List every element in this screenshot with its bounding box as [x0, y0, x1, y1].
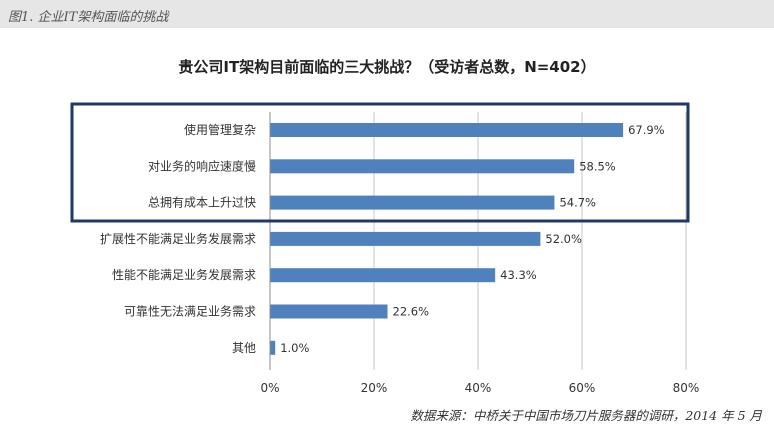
data-label: 43.3%: [500, 268, 537, 282]
bar: [270, 340, 276, 355]
top-three-highlight-box: [70, 102, 690, 223]
bar: [270, 123, 624, 137]
labels: 使用管理复杂 67.9% 对业务的响应速度慢 58.5% 总拥有成本上升过快 54.7% 扩…: [100, 122, 665, 355]
data-label: 1.0%: [280, 341, 309, 355]
bar: [270, 159, 575, 174]
category-label: 使用管理复杂: [184, 122, 256, 137]
category-label: 扩展性不能满足业务发展需求: [100, 231, 256, 246]
x-tick-label: 0%: [260, 381, 279, 395]
category-label: 对业务的响应速度慢: [148, 158, 256, 173]
data-label: 52.0%: [545, 232, 582, 246]
bar: [270, 195, 555, 210]
chart-title: 贵公司IT架构目前面临的三大挑战？（受访者总数，N=402）: [178, 58, 596, 76]
figure-label: 图1. 企业IT架构面临的挑战: [8, 10, 169, 25]
x-tick-label: 20%: [361, 381, 388, 395]
category-label: 其他: [232, 341, 256, 355]
x-axis: 0% 20% 40% 60% 80%: [260, 112, 699, 395]
data-label: 54.7%: [559, 196, 596, 210]
x-tick-label: 80%: [673, 381, 700, 395]
data-label: 67.9%: [628, 123, 665, 137]
bars: [270, 123, 624, 355]
category-label: 总拥有成本上升过快: [148, 196, 256, 210]
source-note: 数据来源：中桥关于中国市场刀片服务器的调研，2014 年 5 月: [410, 408, 762, 423]
bar: [270, 304, 388, 319]
figure-header: 图1. 企业IT架构面临的挑战: [0, 0, 774, 28]
x-tick-label: 40%: [465, 381, 492, 395]
bar: [270, 231, 541, 246]
data-label: 22.6%: [393, 305, 430, 319]
x-tick-label: 60%: [569, 381, 596, 395]
data-label: 58.5%: [579, 159, 616, 173]
bar: [270, 268, 496, 283]
category-label: 性能不能满足业务发展需求: [112, 267, 256, 282]
category-label: 可靠性无法满足业务需求: [124, 304, 256, 319]
